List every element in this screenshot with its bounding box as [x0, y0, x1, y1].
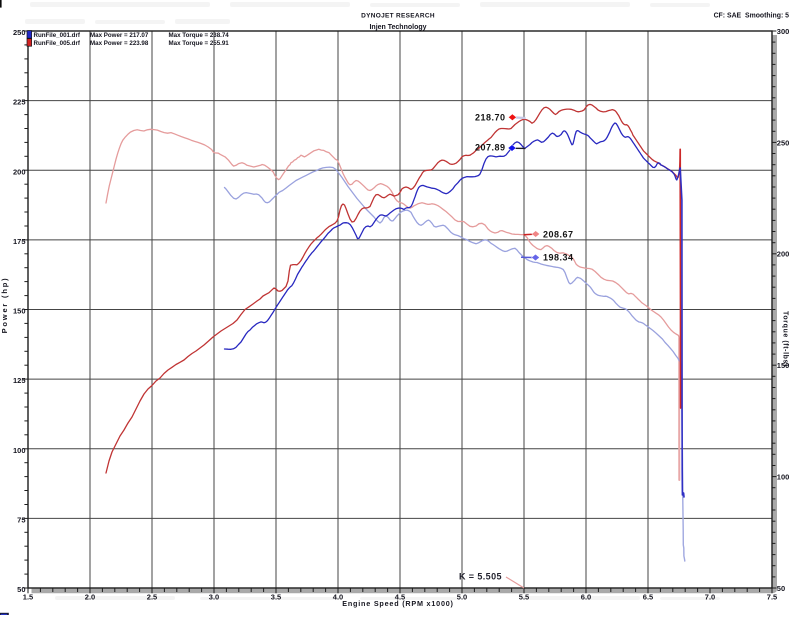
svg-text:Power (hp): Power (hp) — [0, 277, 9, 334]
svg-text:3.0: 3.0 — [209, 592, 219, 601]
svg-text:CF: SAE Smoothing: 5: CF: SAE Smoothing: 5 — [714, 13, 790, 20]
svg-text:Max Torque = 238.74: Max Torque = 238.74 — [169, 32, 230, 39]
svg-text:250: 250 — [777, 138, 790, 147]
svg-text:2.5: 2.5 — [147, 592, 157, 601]
svg-text:208.67: 208.67 — [543, 229, 574, 239]
svg-text:RunFile_001.drf: RunFile_001.drf — [34, 32, 81, 39]
svg-text:5.0: 5.0 — [457, 592, 467, 601]
svg-text:6.5: 6.5 — [643, 592, 653, 601]
svg-text:1.5: 1.5 — [23, 592, 33, 601]
svg-text:100: 100 — [13, 446, 26, 455]
svg-text:Max Power = 217.07: Max Power = 217.07 — [90, 32, 149, 39]
svg-text:DYNOJET RESEARCH: DYNOJET RESEARCH — [361, 13, 435, 20]
svg-text:2.0: 2.0 — [85, 592, 95, 601]
svg-text:Max Torque = 255.91: Max Torque = 255.91 — [169, 40, 230, 47]
svg-text:200: 200 — [13, 167, 26, 176]
svg-text:RunFile_005.drf: RunFile_005.drf — [34, 40, 81, 47]
svg-text:100: 100 — [777, 473, 790, 482]
svg-text:150: 150 — [13, 307, 26, 316]
svg-text:200: 200 — [777, 250, 790, 259]
svg-text:175: 175 — [13, 237, 26, 246]
svg-text:Max Power = 223.98: Max Power = 223.98 — [90, 40, 149, 47]
svg-text:218.70: 218.70 — [475, 113, 506, 123]
svg-text:75: 75 — [17, 515, 25, 524]
svg-text:3.5: 3.5 — [271, 592, 281, 601]
svg-text:K = 5.505: K = 5.505 — [459, 571, 502, 581]
svg-text:7.5: 7.5 — [767, 592, 777, 601]
svg-text:125: 125 — [13, 376, 26, 385]
svg-text:Torque (ft-lbs): Torque (ft-lbs) — [782, 311, 789, 367]
svg-text:300: 300 — [777, 27, 790, 36]
svg-text:Injen Technology: Injen Technology — [369, 24, 426, 31]
svg-text:6.0: 6.0 — [581, 592, 591, 601]
svg-text:250: 250 — [13, 28, 26, 37]
svg-text:7.0: 7.0 — [705, 592, 715, 601]
svg-text:Engine Speed (RPM x1000): Engine Speed (RPM x1000) — [342, 599, 453, 608]
svg-text:198.34: 198.34 — [543, 253, 574, 263]
svg-text:207.89: 207.89 — [475, 143, 506, 153]
svg-text:225: 225 — [13, 98, 26, 107]
svg-text:5.5: 5.5 — [519, 592, 529, 601]
svg-text:50: 50 — [777, 584, 785, 593]
